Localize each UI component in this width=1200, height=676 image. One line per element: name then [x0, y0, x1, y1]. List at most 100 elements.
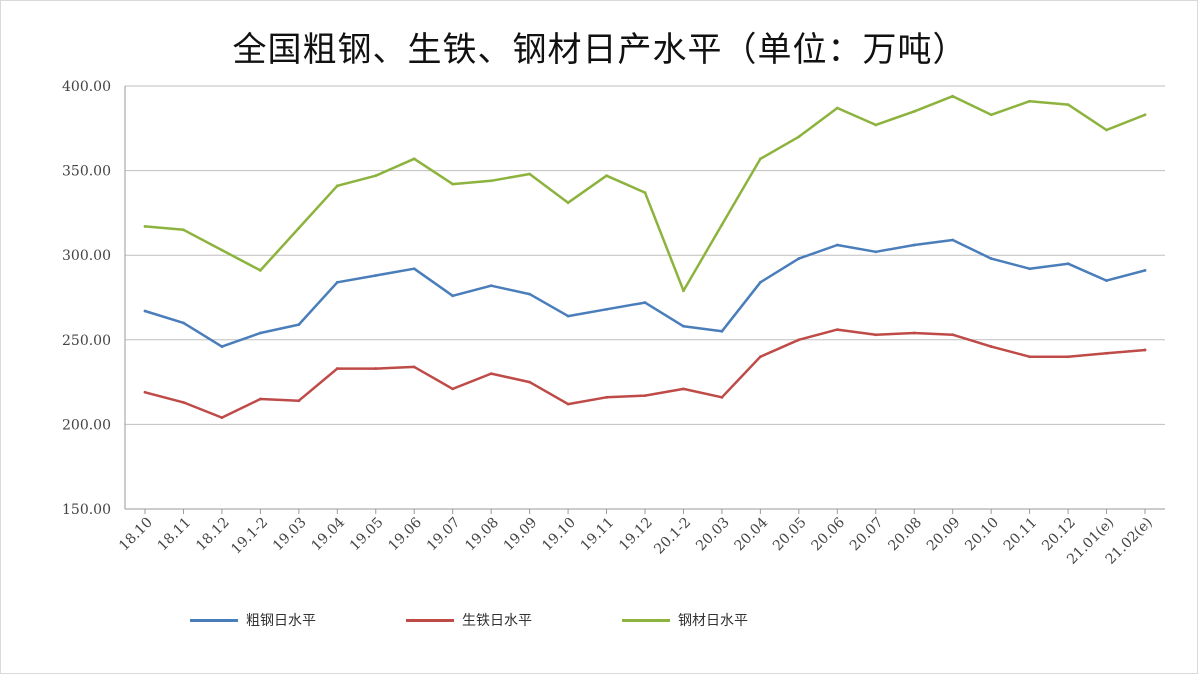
data-point	[258, 331, 262, 335]
x-tick-label: 19.08	[462, 515, 502, 555]
data-point	[951, 238, 955, 242]
data-point	[912, 243, 916, 247]
data-point	[220, 345, 224, 348]
data-point	[1143, 113, 1147, 117]
data-point	[835, 243, 839, 247]
data-point	[874, 333, 878, 337]
x-tick-label: 19.05	[347, 515, 387, 555]
legend: 粗钢日水平 生铁日水平 钢材日水平	[190, 610, 748, 630]
y-tick-label: 250.00	[62, 333, 111, 349]
chart-title: 全国粗钢、生铁、钢材日产水平（单位：万吨）	[232, 30, 968, 70]
x-tick-label: 20.09	[924, 515, 964, 555]
data-point	[143, 309, 147, 313]
data-point	[528, 380, 532, 384]
data-point	[605, 307, 608, 311]
data-point	[1066, 262, 1070, 266]
x-tick-label: 19.03	[270, 515, 310, 555]
x-tick-label: 19.07	[424, 515, 464, 555]
legend-swatch	[622, 618, 670, 622]
data-point	[220, 248, 224, 252]
x-tick-label: 19.06	[385, 514, 425, 554]
data-point	[1028, 355, 1032, 359]
x-tick-label: 19.04	[308, 514, 348, 554]
data-point	[374, 367, 378, 370]
data-point	[220, 416, 224, 420]
x-tick-label: 19.10	[539, 515, 579, 555]
y-tick-label: 350.00	[62, 164, 111, 180]
data-point	[335, 367, 339, 370]
data-point	[912, 331, 916, 335]
data-point	[451, 387, 455, 391]
data-point	[1028, 267, 1032, 271]
data-point	[835, 106, 839, 110]
data-point	[297, 226, 301, 230]
data-point	[989, 257, 993, 260]
x-tick-label: 18.10	[116, 515, 156, 555]
data-point	[1028, 99, 1032, 103]
data-point	[528, 172, 532, 176]
x-tick-label: 19.1-2	[228, 515, 271, 558]
data-point	[720, 329, 724, 333]
data-point	[682, 387, 685, 391]
data-point	[989, 113, 993, 117]
data-point	[335, 280, 339, 284]
data-point	[1066, 355, 1070, 359]
x-tick-label: 20.05	[770, 515, 810, 555]
x-tick-label: 20.11	[1001, 515, 1041, 555]
legend-label: 生铁日水平	[462, 613, 532, 629]
data-point	[1105, 128, 1108, 132]
data-point	[297, 399, 301, 403]
legend-item: 粗钢日水平	[190, 610, 316, 630]
data-point	[758, 355, 762, 359]
legend-swatch	[406, 618, 454, 622]
data-point	[489, 284, 493, 288]
legend-swatch	[190, 618, 238, 622]
y-tick-label: 200.00	[62, 417, 111, 433]
x-tick-label: 20.10	[962, 515, 1002, 555]
data-point	[643, 394, 647, 398]
data-point	[412, 365, 416, 369]
data-point	[182, 401, 185, 404]
data-point	[412, 157, 416, 161]
data-point	[797, 135, 801, 139]
data-point	[797, 338, 801, 342]
data-point	[258, 269, 262, 272]
data-point	[682, 289, 685, 293]
data-point	[1143, 269, 1147, 272]
data-point	[489, 179, 493, 183]
data-point	[374, 274, 378, 277]
data-point	[720, 395, 724, 399]
data-point	[297, 323, 301, 326]
x-tick-label: 20.06	[808, 514, 848, 554]
data-point	[182, 321, 185, 325]
x-tick-label: 20.04	[732, 514, 772, 554]
data-point	[451, 182, 455, 186]
data-point	[989, 345, 993, 348]
data-point	[412, 267, 416, 271]
x-tick-label: 20.07	[847, 515, 887, 555]
x-tick-label: 20.08	[885, 515, 925, 555]
x-tick-label: 18.11	[155, 515, 195, 555]
data-point	[643, 191, 647, 194]
data-point	[258, 397, 262, 401]
y-tick-label: 300.00	[62, 248, 111, 264]
legend-item: 生铁日水平	[406, 610, 532, 630]
y-tick-label: 150.00	[62, 502, 111, 518]
data-point	[566, 402, 570, 406]
data-point	[1066, 103, 1070, 107]
legend-label: 钢材日水平	[678, 613, 748, 629]
data-point	[182, 228, 185, 232]
data-point	[1105, 351, 1108, 355]
x-tick-label: 19.11	[578, 515, 618, 555]
data-point	[566, 201, 570, 205]
data-point	[374, 174, 378, 178]
data-point	[566, 314, 570, 318]
data-point	[758, 280, 762, 284]
x-tick-label: 19.09	[501, 515, 541, 555]
data-point	[912, 109, 916, 113]
data-point	[720, 223, 724, 227]
data-point	[682, 324, 685, 328]
x-tick-label: 18.12	[193, 515, 233, 555]
